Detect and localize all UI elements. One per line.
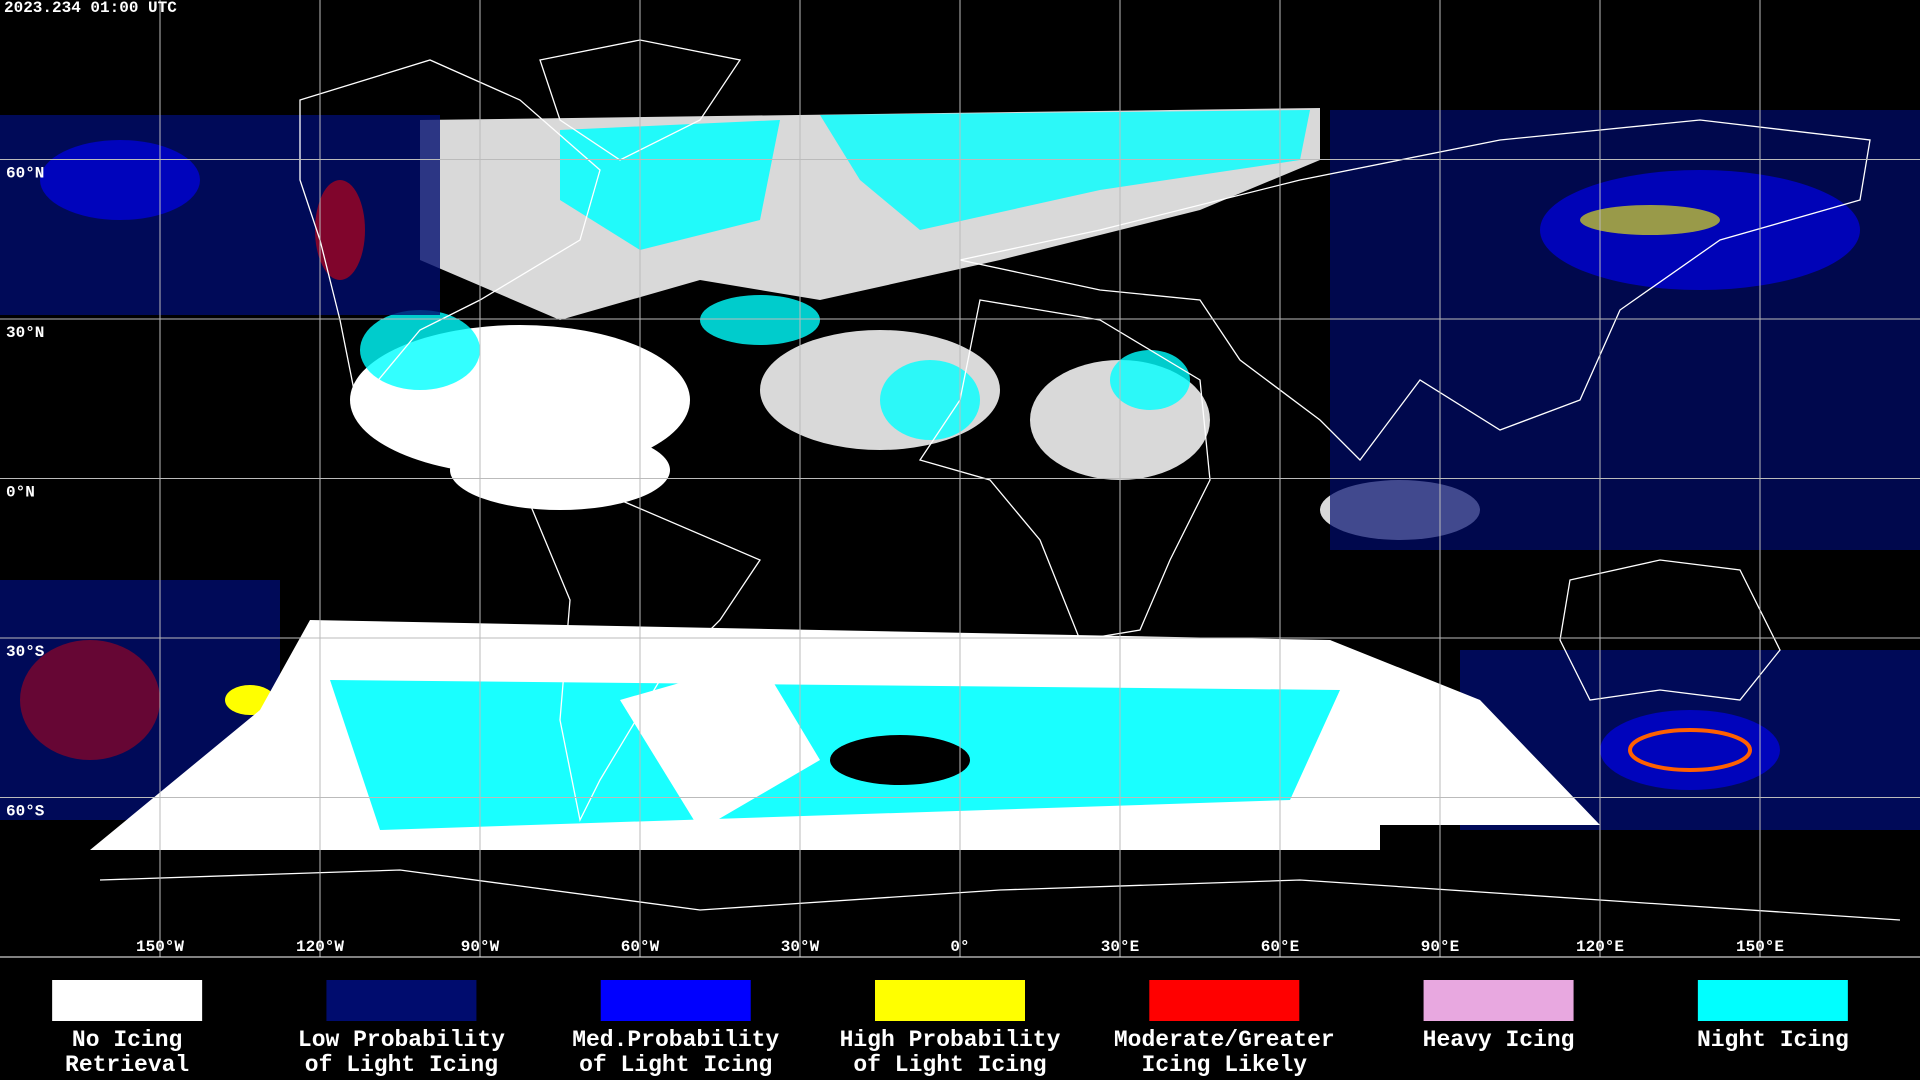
longitude-label: 120°E [1576,938,1624,956]
legend-label: Low Probability [298,1027,505,1053]
longitude-label: 0° [950,938,969,956]
legend-swatch [875,980,1025,1021]
legend-label: Moderate/Greater [1114,1027,1335,1053]
legend-label: Med.Probability [572,1027,779,1053]
legend-label: No Icing [72,1027,182,1053]
legend-swatch [1423,980,1574,1021]
legend-label: Retrieval [65,1052,189,1078]
latitude-label: 30°S [6,643,45,661]
longitude-label: 60°E [1261,938,1299,956]
longitude-label: 60°W [621,938,660,956]
longitude-label: 30°E [1101,938,1139,956]
legend-swatch [1697,980,1848,1021]
legend-swatch [326,980,477,1021]
legend-label: High Probability [840,1027,1061,1053]
latitude-label: 60°S [6,803,45,821]
latitude-label: 0°N [6,484,35,502]
longitude-label: 90°W [461,938,500,956]
latitude-label: 30°N [6,324,44,342]
longitude-label: 150°W [136,938,184,956]
legend-swatch [1149,980,1300,1021]
legend-label: of Light Icing [579,1052,772,1078]
graticule: 60°N 30°N 0°N 30°S 60°S 150°W 120°W 90°W 60°W 30°… [0,0,1920,958]
legend-label: of Light Icing [305,1052,498,1078]
cloud-field [0,108,1920,850]
longitude-label: 30°W [781,938,820,956]
legend-label: Night Icing [1697,1027,1849,1053]
longitude-label: 90°E [1421,938,1459,956]
legend-swatch [52,980,203,1021]
timestamp: 2023.234 01:00 UTC [4,0,177,17]
legend-label: Heavy Icing [1423,1027,1575,1053]
longitude-label: 150°E [1736,938,1784,956]
legend-label: of Light Icing [853,1052,1046,1078]
legend-label: Icing Likely [1141,1052,1307,1078]
legend-swatch [600,980,751,1021]
latitude-label: 60°N [6,165,44,183]
longitude-label: 120°W [296,938,344,956]
